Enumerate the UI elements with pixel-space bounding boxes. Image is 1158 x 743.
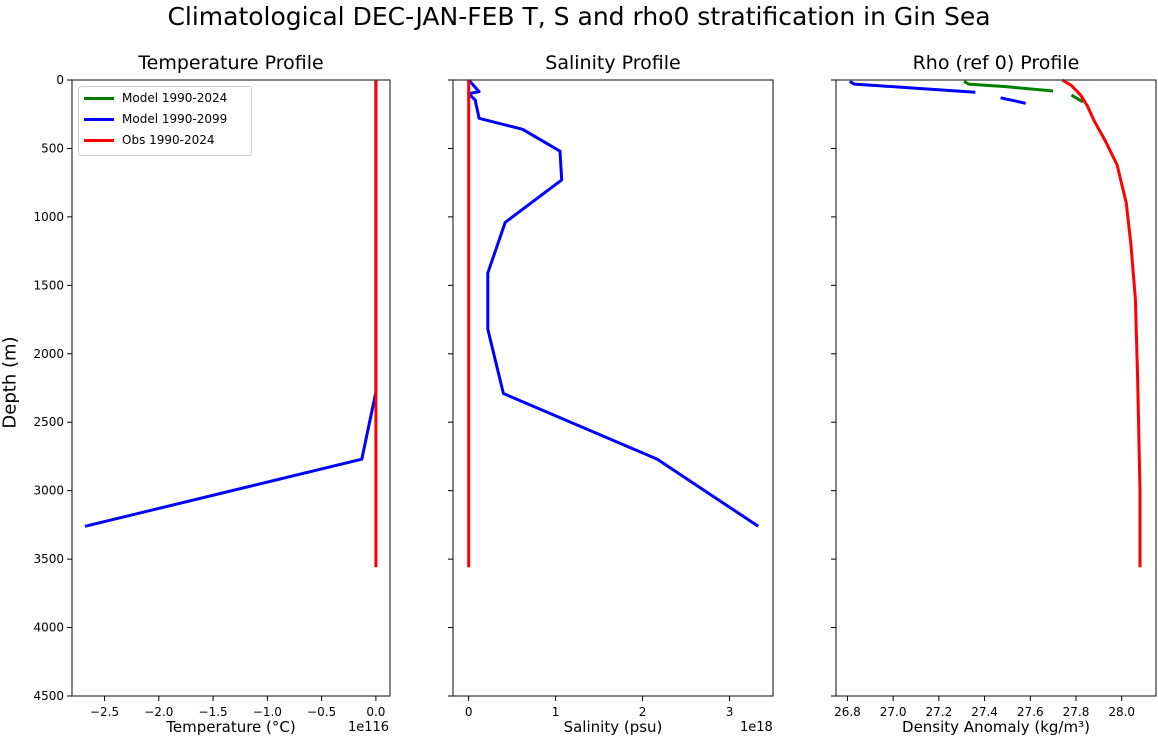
- axes-frame: [71, 79, 391, 697]
- series-line: [1061, 78, 1142, 568]
- series-line: [848, 80, 976, 94]
- x-tick-label: 0: [465, 705, 473, 719]
- y-tick-label: 500: [41, 141, 64, 155]
- x-tick-label: 1: [552, 705, 560, 719]
- x-tick-label: 2: [639, 705, 647, 719]
- x-tick-label: 3: [726, 705, 734, 719]
- y-tick-label: 3500: [33, 552, 64, 566]
- x-tick-label: 27.4: [971, 705, 998, 719]
- salinity-offset-label: 1e18: [740, 720, 773, 735]
- x-tick-label: 26.8: [834, 705, 861, 719]
- y-tick-label: 0: [56, 73, 64, 87]
- series-line: [467, 78, 760, 528]
- y-tick-label: 1000: [33, 210, 64, 224]
- legend-label: Model 1990-2024: [122, 91, 228, 105]
- legend-item: Model 1990-2024: [84, 88, 251, 108]
- density-x-label: Density Anomaly (kg/m³): [902, 718, 1090, 736]
- y-tick-label: 4500: [33, 689, 64, 703]
- series-line: [1000, 96, 1027, 105]
- x-tick-label: 0.0: [366, 705, 385, 719]
- y-tick-label: 4000: [33, 621, 64, 635]
- x-tick-label: −1.5: [199, 705, 228, 719]
- legend-label: Model 1990-2099: [122, 112, 228, 126]
- legend-label: Obs 1990-2024: [122, 133, 215, 147]
- legend-swatch-blue: [84, 117, 114, 121]
- temperature-x-label: Temperature (°C): [166, 718, 296, 736]
- x-tick-label: −1.0: [253, 705, 282, 719]
- salinity-panel-title: Salinity Profile: [545, 52, 681, 74]
- salinity-x-label: Salinity (psu): [563, 718, 663, 736]
- x-tick-label: 27.0: [880, 705, 907, 719]
- temperature-offset-label: 1e116: [348, 720, 390, 735]
- x-tick-label: −0.5: [307, 705, 336, 719]
- y-tick-label: 1500: [33, 278, 64, 292]
- series-line: [963, 80, 1054, 93]
- temperature-plot: −2.5 −2.0 −1.5 −1.0 −0.5 0.0 0 500 1000 1500 2000 2…: [33, 73, 391, 719]
- axes-frame: [835, 79, 1157, 697]
- legend-item: Obs 1990-2024: [84, 130, 251, 150]
- figure-title: Climatological DEC-JAN-FEB T, S and rho0…: [167, 2, 991, 31]
- salinity-plot: 0 1 2 3: [448, 78, 774, 719]
- temperature-panel-title: Temperature Profile: [138, 52, 324, 74]
- x-tick-label: 27.8: [1063, 705, 1090, 719]
- x-tick-label: 27.6: [1017, 705, 1044, 719]
- legend-item: Model 1990-2099: [84, 109, 251, 129]
- y-tick-label: 3000: [33, 484, 64, 498]
- x-tick-label: 27.2: [925, 705, 952, 719]
- y-tick-label: 2000: [33, 347, 64, 361]
- legend-swatch-red: [84, 138, 114, 142]
- axes-frame: [452, 79, 774, 697]
- density-panel-title: Rho (ref 0) Profile: [912, 52, 1080, 74]
- x-tick-label: −2.5: [90, 705, 119, 719]
- x-tick-label: 28.0: [1108, 705, 1135, 719]
- legend-swatch-green: [84, 96, 114, 100]
- series-line: [1070, 93, 1084, 104]
- density-plot: 26.8 27.0 27.2 27.4 27.6 27.8 28.0: [831, 78, 1157, 719]
- legend: Model 1990-2024 Model 1990-2099 Obs 1990…: [78, 86, 252, 156]
- y-tick-label: 2500: [33, 415, 64, 429]
- x-tick-label: −2.0: [144, 705, 173, 719]
